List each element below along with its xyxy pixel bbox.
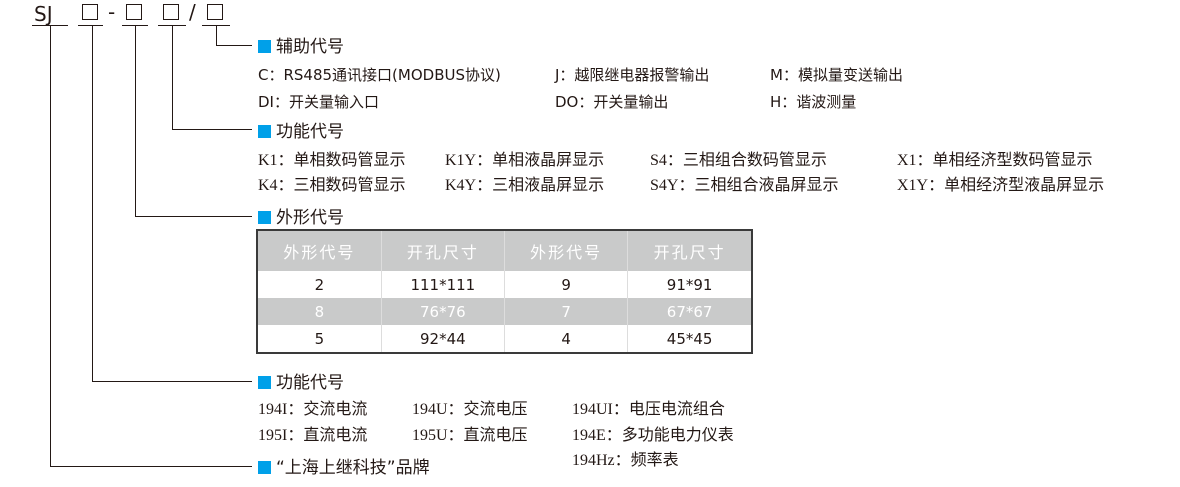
aux-item: J：越限继电器报警输出	[555, 66, 710, 84]
display-title: 功能代号	[258, 122, 344, 142]
aux-item: H：谐波测量	[770, 93, 857, 111]
shape-title: 外形代号	[258, 208, 344, 228]
aux-title: 辅助代号	[258, 37, 344, 57]
function-item: 194I：交流电流	[258, 401, 368, 418]
aux-item: DI：开关量输入口	[258, 93, 379, 111]
model-prefix: SJ	[34, 2, 53, 26]
function-item: 194U：交流电压	[412, 401, 528, 418]
function-item: 194UI：电压电流组合	[572, 401, 725, 418]
table-header: 开孔尺寸	[380, 230, 505, 271]
display-item: S4Y：三相组合液晶屏显示	[650, 177, 839, 194]
code-box-aux	[207, 4, 223, 20]
function-title: 功能代号	[258, 373, 344, 393]
blue-square-icon	[258, 376, 271, 389]
function-item: 195I：直流电流	[258, 427, 368, 444]
table-header: 开孔尺寸	[627, 230, 752, 271]
function-item: 194E：多功能电力仪表	[572, 427, 734, 444]
display-item: X1：单相经济型数码管显示	[897, 152, 1093, 169]
slash: /	[189, 0, 196, 24]
function-item: 194Hz：频率表	[572, 452, 679, 469]
code-box-shape	[126, 4, 142, 20]
aux-item: DO：开关量输出	[555, 93, 669, 111]
dash: -	[108, 0, 116, 24]
table-row: 5 92*44 4 45*45	[256, 325, 752, 353]
function-item: 195U：直流电压	[412, 427, 528, 444]
display-item: S4：三相组合数码管显示	[650, 152, 827, 169]
table-row: 2 111*111 9 91*91	[256, 271, 752, 298]
code-box-display	[163, 4, 179, 20]
display-item: X1Y：单相经济型液晶屏显示	[897, 177, 1105, 194]
display-item: K4Y：三相液晶屏显示	[445, 177, 605, 194]
blue-square-icon	[258, 40, 271, 53]
table-header: 外形代号	[503, 230, 628, 271]
table-header: 外形代号	[256, 230, 382, 271]
blue-square-icon	[258, 461, 271, 474]
display-item: K4：三相数码管显示	[258, 177, 406, 194]
blue-square-icon	[258, 211, 271, 224]
blue-square-icon	[258, 125, 271, 138]
shape-table: 外形代号 开孔尺寸 外形代号 开孔尺寸 2 111*111 9 91*91 8 76*76 7 6…	[256, 229, 753, 354]
aux-item: M：模拟量变送输出	[770, 66, 903, 84]
aux-item: C：RS485通讯接口(MODBUS协议)	[258, 66, 501, 84]
code-box-function	[82, 4, 98, 20]
brand-title: “上海上继科技”品牌	[258, 458, 430, 478]
table-row: 8 76*76 7 67*67	[256, 298, 752, 325]
display-item: K1：单相数码管显示	[258, 152, 406, 169]
display-item: K1Y：单相液晶屏显示	[445, 152, 605, 169]
